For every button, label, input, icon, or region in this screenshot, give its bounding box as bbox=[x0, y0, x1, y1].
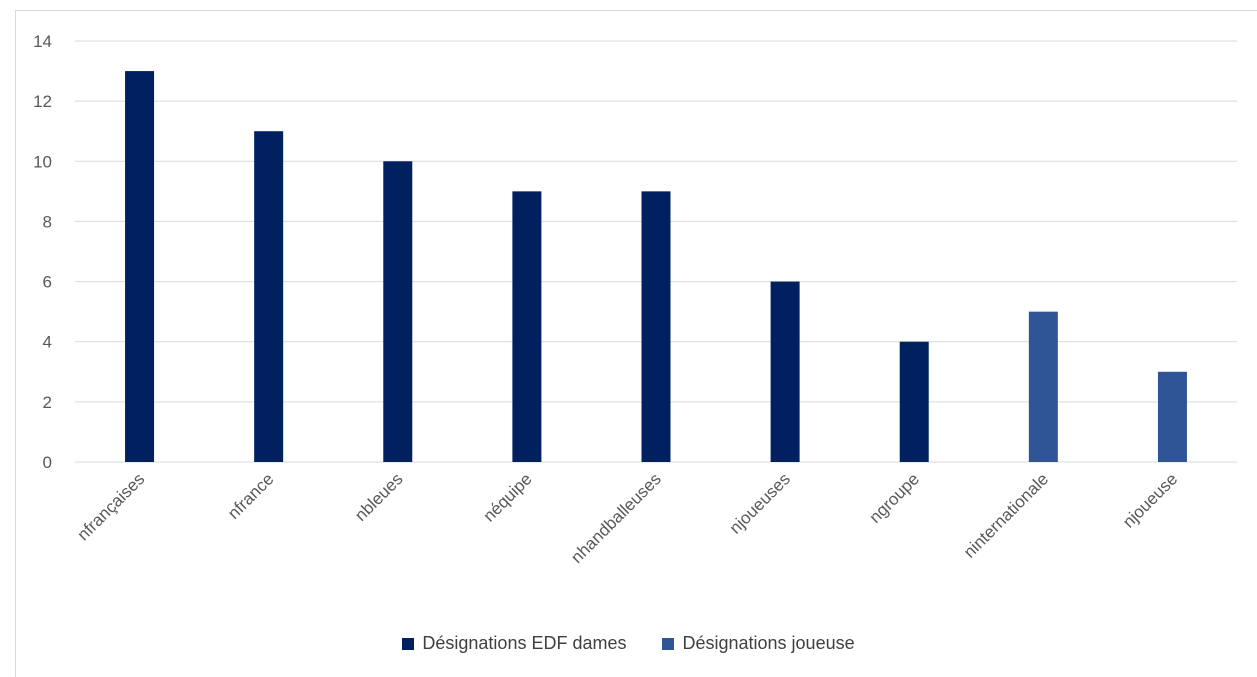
legend-label-series-1: Désignations EDF dames bbox=[422, 633, 627, 653]
x-tick-label-néquipe: néquipe bbox=[479, 469, 535, 525]
legend-swatch-series-1 bbox=[402, 637, 415, 650]
y-tick-label-8: 8 bbox=[43, 212, 52, 231]
legend-item-series-2: Désignations joueuse bbox=[662, 633, 855, 654]
x-tick-label-ngroupe: ngroupe bbox=[865, 469, 923, 527]
legend: Désignations EDF dames Désignations joue… bbox=[0, 633, 1257, 654]
y-tick-label-4: 4 bbox=[43, 333, 52, 352]
x-tick-label-njoueuse: njoueuse bbox=[1119, 469, 1181, 531]
y-tick-label-0: 0 bbox=[43, 453, 52, 472]
bar-1-nbleues bbox=[383, 161, 413, 463]
bar-1-nhandballeuses bbox=[641, 191, 671, 462]
bar-1-nfrance bbox=[254, 131, 284, 462]
bar-1-nfrançaises bbox=[125, 71, 155, 463]
y-tick-label-2: 2 bbox=[43, 393, 52, 412]
x-tick-label-njoueuses: njoueuses bbox=[726, 469, 794, 537]
bar-1-ngroupe bbox=[899, 341, 929, 462]
x-tick-label-nhandballeuses: nhandballeuses bbox=[567, 469, 665, 567]
x-tick-label-nfrançaises: nfrançaises bbox=[73, 469, 148, 544]
y-tick-label-10: 10 bbox=[33, 152, 52, 171]
bar-2-ninternationale bbox=[1028, 311, 1058, 462]
x-tick-label-nfrance: nfrance bbox=[224, 469, 278, 523]
bar-1-néquipe bbox=[512, 191, 542, 462]
legend-item-series-1: Désignations EDF dames bbox=[402, 633, 626, 654]
x-tick-label-nbleues: nbleues bbox=[351, 469, 407, 525]
y-tick-label-14: 14 bbox=[33, 32, 52, 51]
bar-1-njoueuses bbox=[770, 281, 800, 462]
y-tick-label-12: 12 bbox=[33, 92, 52, 111]
legend-label-series-2: Désignations joueuse bbox=[682, 633, 855, 653]
y-tick-label-6: 6 bbox=[43, 273, 52, 292]
x-tick-label-ninternationale: ninternationale bbox=[960, 469, 1052, 561]
legend-swatch-series-2 bbox=[662, 637, 675, 650]
bar-2-njoueuse bbox=[1157, 371, 1187, 462]
